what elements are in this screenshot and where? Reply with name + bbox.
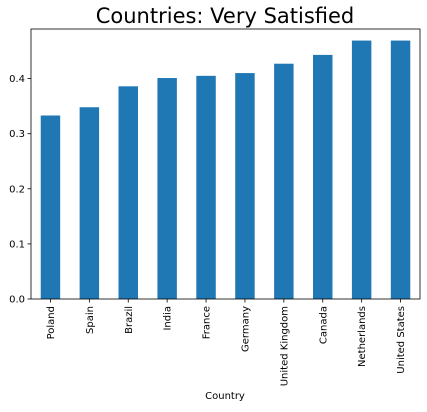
bar-canada	[313, 54, 333, 300]
y-tick-label: 0.3	[9, 129, 25, 140]
bar-united-states	[390, 40, 411, 299]
bar-spain	[79, 107, 100, 300]
x-tick-label: Spain	[85, 306, 96, 334]
y-tick-label: 0.0	[9, 295, 25, 306]
x-tick-label: Canada	[318, 306, 329, 344]
x-tick-label: Germany	[240, 306, 251, 352]
y-tick-label: 0.2	[9, 184, 25, 195]
bar-germany	[235, 73, 255, 299]
bar-poland	[40, 115, 61, 299]
y-axis: 0.0 0.1 0.2 0.3 0.4	[9, 74, 31, 306]
x-axis-label: Country	[205, 391, 245, 402]
x-tick-label: India	[163, 306, 174, 331]
x-tick-label: Brazil	[124, 306, 135, 334]
x-tick-label: United States	[396, 306, 407, 374]
bar-india	[157, 78, 177, 299]
y-tick-label: 0.1	[9, 239, 25, 250]
bars-layer	[40, 40, 411, 300]
bar-united-kingdom	[274, 63, 294, 300]
x-axis: Poland Spain Brazil India France Germany Unite…	[46, 299, 407, 386]
x-tick-label: France	[202, 306, 213, 339]
y-tick-label: 0.4	[9, 74, 25, 85]
x-tick-label: Netherlands	[357, 306, 368, 367]
plot-frame	[30, 28, 421, 300]
bar-brazil	[118, 86, 138, 299]
x-tick-label: Poland	[46, 306, 57, 339]
bar-netherlands	[351, 40, 372, 299]
bar-france	[196, 75, 216, 299]
x-tick-label: United Kingdom	[279, 306, 290, 386]
chart-title: Countries: Very Satisfied	[96, 4, 355, 28]
